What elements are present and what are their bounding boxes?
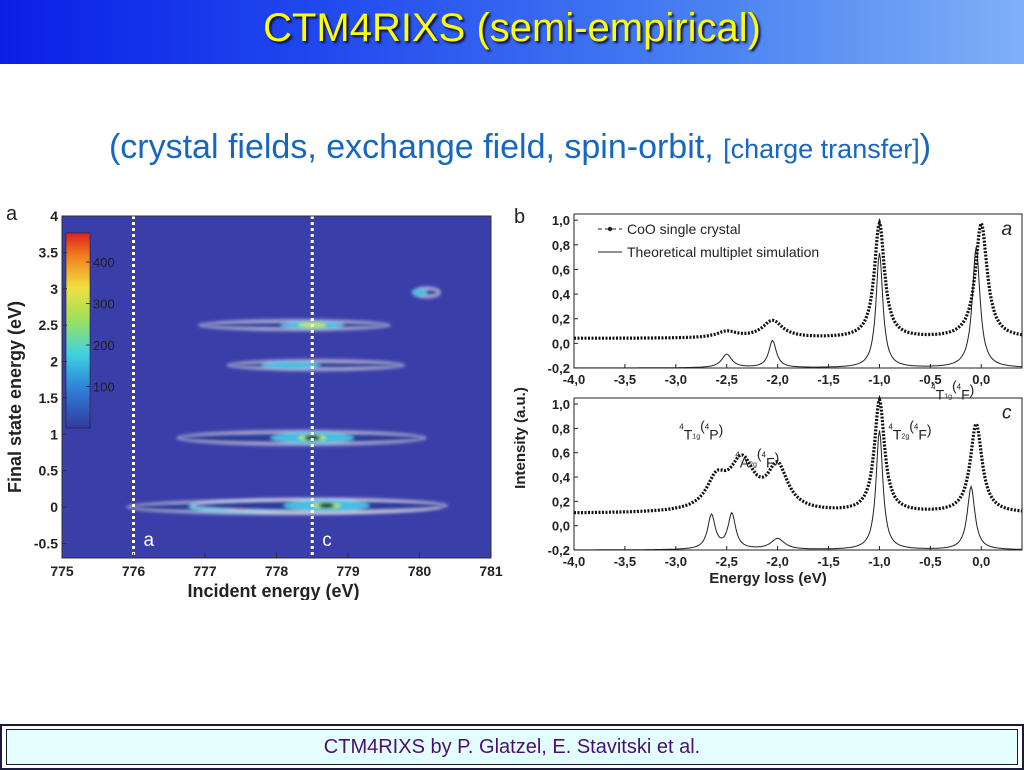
x-tick-label: 775 xyxy=(50,563,74,579)
x-tick-label: -4,0 xyxy=(563,372,585,387)
map-axes: 775 776 777 778 779 780 781 -0.5 0 0.5 1 1.5 2 2.5 3 3.… xyxy=(5,208,503,600)
y-tick-label: 3.5 xyxy=(39,244,59,260)
x-tick-label: 781 xyxy=(479,563,503,579)
subtitle-charge-transfer: [charge transfer] xyxy=(723,134,920,164)
legend: CoO single crystal Theoretical multiplet … xyxy=(598,221,819,260)
y-tick-label: 0,6 xyxy=(552,446,570,461)
x-tick-label: 779 xyxy=(336,563,360,579)
spectrum-axis-titles: Energy loss (eV) Intensity (a.u.) xyxy=(512,387,827,587)
slide-title: CTM4RIXS (semi-empirical) xyxy=(263,6,761,50)
simulation-line xyxy=(574,430,1023,551)
spectrum-axes: -4,0 -3,5 -3,0 -2,5 -2,0 -1,5 -1,0 -0,5 0,0 -0,2 0… xyxy=(548,213,991,387)
legend-measured-label: CoO single crystal xyxy=(627,221,741,237)
term-label: 4T1g(4F) xyxy=(931,377,974,402)
x-tick-label: -3,5 xyxy=(614,372,636,387)
x-tick-label: -3,0 xyxy=(665,372,687,387)
x-tick-label: 0,0 xyxy=(972,372,990,387)
y-tick-label: 0.5 xyxy=(39,463,59,479)
colorbar-tick-label: 400 xyxy=(93,255,115,270)
x-tick-label: -1,0 xyxy=(868,554,890,569)
y-tick-label: 0,6 xyxy=(552,262,570,277)
spectrum-frame xyxy=(573,397,1023,551)
term-label: 4T2g(4F) xyxy=(888,417,931,442)
y-tick-label: 0,8 xyxy=(552,238,570,253)
x-tick-label: -4,0 xyxy=(563,554,585,569)
y-tick-label: 1,0 xyxy=(552,397,570,412)
x-tick-label: -0,5 xyxy=(919,554,941,569)
x-tick-label: -0,5 xyxy=(919,372,941,387)
y-tick-label: 4 xyxy=(50,208,58,224)
x-tick-label: 776 xyxy=(122,563,146,579)
slide-subtitle: (crystal fields, exchange field, spin-or… xyxy=(0,128,1024,167)
x-tick-label: -3,0 xyxy=(665,554,687,569)
x-tick-label: 778 xyxy=(265,563,289,579)
rixs-map-chart: a c 100 200 300 400 775 776 777 778 779 780 781 -0.5… xyxy=(5,203,503,600)
colorbar-tick-label: 100 xyxy=(93,380,115,395)
spectrum-frame xyxy=(573,213,1023,369)
x-tick-label: -1,5 xyxy=(817,554,839,569)
x-tick-label: 777 xyxy=(193,563,217,579)
cut-label: a xyxy=(1001,219,1012,240)
x-axis-title: Energy loss (eV) xyxy=(709,570,827,587)
x-tick-label: -1,5 xyxy=(817,372,839,387)
y-tick-label: 0,2 xyxy=(552,494,570,509)
y-tick-label: 0,4 xyxy=(552,287,571,302)
y-tick-label: 0,8 xyxy=(552,421,570,436)
panel-label: a xyxy=(6,203,18,225)
x-tick-label: 780 xyxy=(408,563,432,579)
y-tick-label: 3 xyxy=(50,281,58,297)
cut-label: c xyxy=(1002,403,1012,424)
y-tick-label: 0,0 xyxy=(552,336,570,351)
y-tick-label: -0.5 xyxy=(34,535,58,551)
panel-label: b xyxy=(514,206,525,228)
subtitle-close: ) xyxy=(919,128,932,166)
map-feature xyxy=(197,319,391,332)
spectrum-panel: -4,0 -3,5 -3,0 -2,5 -2,0 -1,5 -1,0 -0,5 0,0 -0,2 0… xyxy=(514,206,1023,387)
x-tick-label: -2,5 xyxy=(716,372,738,387)
term-label: 4A2g(4F) xyxy=(735,445,779,470)
x-tick-label: -2,0 xyxy=(766,554,788,569)
y-tick-label: 2.5 xyxy=(39,317,59,333)
y-tick-label: 1 xyxy=(50,426,58,442)
colorbar xyxy=(65,232,91,429)
y-tick-label: -0,2 xyxy=(548,361,570,376)
y-tick-label: -0,2 xyxy=(548,543,570,558)
measured-line xyxy=(574,218,1023,340)
x-axis-title: Incident energy (eV) xyxy=(187,581,359,600)
map-feature xyxy=(176,429,427,446)
y-tick-label: 2 xyxy=(50,354,58,370)
spectrum-panel: -4,0 -3,5 -3,0 -2,5 -2,0 -1,5 -1,0 -0,5 0,0 -0,2 0… xyxy=(512,377,1023,587)
x-tick-label: -1,0 xyxy=(868,372,890,387)
subtitle-main: (crystal fields, exchange field, spin-or… xyxy=(108,128,724,166)
cut-label: a xyxy=(144,530,155,551)
measured-line xyxy=(574,394,1023,515)
rixs-spectra-chart: -4,0 -3,5 -3,0 -2,5 -2,0 -1,5 -1,0 -0,5 0,0 -0,2 0… xyxy=(512,200,1024,600)
y-tick-label: 0,4 xyxy=(552,470,571,485)
legend-simulation-label: Theoretical multiplet simulation xyxy=(627,244,819,260)
y-tick-label: 1,0 xyxy=(552,213,570,228)
y-tick-label: 0,0 xyxy=(552,519,570,534)
x-tick-label: -2,5 xyxy=(716,554,738,569)
y-axis-title: Intensity (a.u.) xyxy=(512,387,529,489)
cut-label: c xyxy=(322,530,332,551)
term-label: 4T1g(4P) xyxy=(679,417,723,442)
footer-frame: CTM4RIXS by P. Glatzel, E. Stavitski et … xyxy=(0,724,1024,770)
map-feature xyxy=(226,359,406,372)
map-feature xyxy=(190,497,449,514)
title-bar xyxy=(0,0,1024,64)
colorbar-tick-label: 200 xyxy=(93,338,115,353)
simulation-line xyxy=(574,246,1023,369)
x-tick-label: -3,5 xyxy=(614,554,636,569)
spectra-background xyxy=(512,200,1024,600)
map-feature xyxy=(411,286,441,299)
x-tick-label: -2,0 xyxy=(766,372,788,387)
legend-measured-dot xyxy=(607,226,613,232)
y-axis-title: Final state energy (eV) xyxy=(5,301,25,493)
colorbar-tick-label: 300 xyxy=(93,297,115,312)
y-tick-label: 0 xyxy=(50,499,58,515)
footer-credit: CTM4RIXS by P. Glatzel, E. Stavitski et … xyxy=(6,729,1018,765)
x-tick-label: 0,0 xyxy=(972,554,990,569)
y-tick-label: 0,2 xyxy=(552,312,570,327)
y-tick-label: 1.5 xyxy=(39,390,59,406)
